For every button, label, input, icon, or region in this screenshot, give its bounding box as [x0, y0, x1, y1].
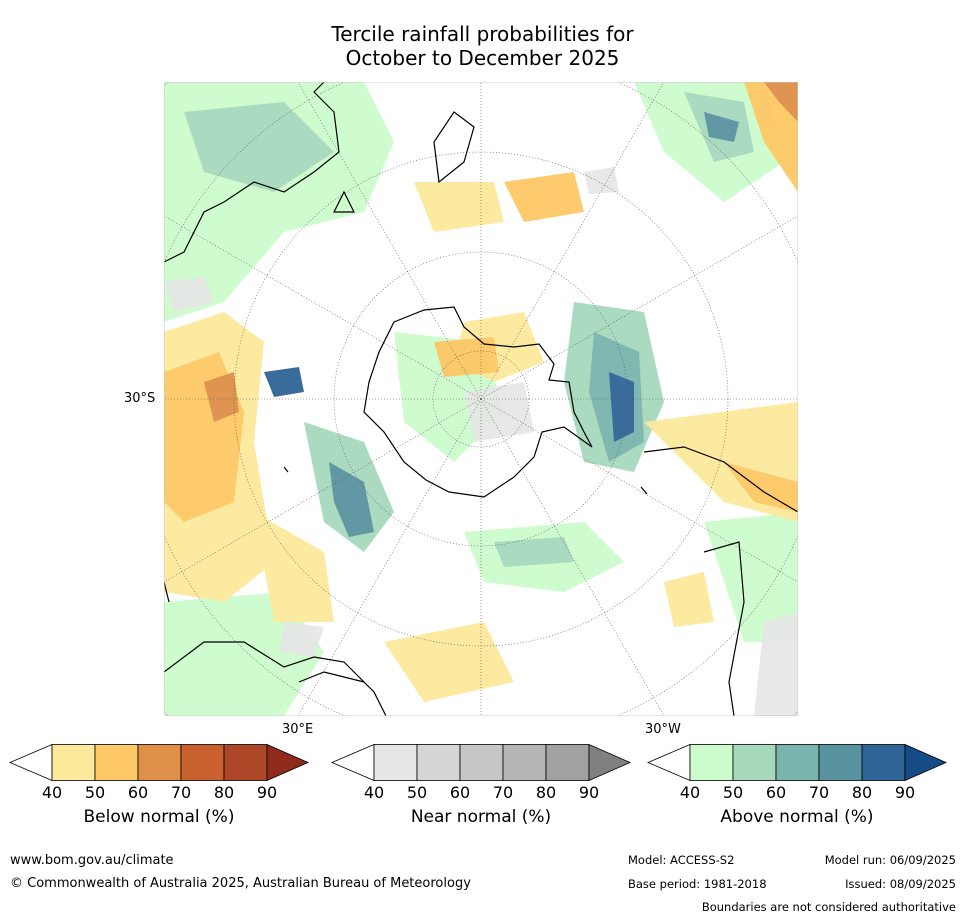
tick: 50	[84, 783, 106, 802]
colorbar-swatch	[416, 744, 461, 781]
tick: 50	[722, 783, 744, 802]
probability-map	[164, 82, 798, 716]
colorbar-swatch	[545, 744, 590, 781]
colorbar-title-above: Above normal (%)	[720, 807, 874, 827]
tick: 80	[213, 783, 235, 802]
colorbar-extend-high	[588, 744, 631, 781]
colorbar-below	[9, 744, 309, 781]
issued-label: Issued: 08/09/2025	[845, 877, 956, 891]
tick: 70	[170, 783, 192, 802]
colorbar-swatch	[137, 744, 182, 781]
colorbar-swatch	[51, 744, 96, 781]
colorbar-swatch	[459, 744, 504, 781]
tick: 70	[492, 783, 514, 802]
colorbar-swatch	[373, 744, 418, 781]
tick: 80	[851, 783, 873, 802]
colorbar-extend-low	[331, 744, 375, 781]
south-america-outline	[643, 446, 798, 513]
tick: 90	[894, 783, 916, 802]
model-run-label: Model run: 06/09/2025	[824, 853, 956, 867]
map-title: Tercile rainfall probabilities for Octob…	[0, 22, 965, 70]
colorbar-swatch	[861, 744, 906, 781]
colorbar-near	[331, 744, 631, 781]
above-normal-shading	[164, 82, 798, 716]
colorbar-swatch	[94, 744, 139, 781]
colorbar-extend-high	[266, 744, 309, 781]
tick: 40	[679, 783, 701, 802]
title-line-1: Tercile rainfall probabilities for	[331, 22, 634, 46]
new-zealand-outline	[433, 111, 475, 184]
colorbar-extend-low	[9, 744, 53, 781]
label-30e: 30°E	[282, 722, 314, 737]
colorbar-title-below: Below normal (%)	[83, 807, 235, 827]
madagascar-outline	[164, 581, 170, 603]
antarctica-outline	[363, 306, 593, 498]
colorbar-extend-high	[904, 744, 947, 781]
tick: 90	[256, 783, 278, 802]
coastlines	[164, 82, 798, 716]
colorbar-swatch	[732, 744, 777, 781]
label-30s: 30°S	[124, 391, 156, 406]
copyright-text: © Commonwealth of Australia 2025, Austra…	[10, 876, 471, 891]
tick: 90	[578, 783, 600, 802]
near-normal-shading	[164, 167, 798, 716]
tick: 60	[449, 783, 471, 802]
graticule	[164, 82, 798, 716]
colorbar-swatch	[502, 744, 547, 781]
colorbar-swatch	[223, 744, 268, 781]
australia-outline	[164, 82, 340, 263]
colorbar-swatch	[818, 744, 863, 781]
colorbar-extend-low	[647, 744, 691, 781]
title-line-2: October to December 2025	[345, 46, 620, 70]
model-label: Model: ACCESS-S2	[628, 853, 735, 867]
tick: 70	[808, 783, 830, 802]
colorbar-swatch	[180, 744, 225, 781]
website-link[interactable]: www.bom.gov.au/climate	[10, 853, 174, 868]
colorbar-above	[647, 744, 947, 781]
africa-outline	[164, 641, 387, 716]
label-30w: 30°W	[645, 722, 681, 737]
disclaimer-text: Boundaries are not considered authoritat…	[701, 900, 956, 914]
below-normal-shading	[164, 82, 798, 702]
colorbar-swatch	[689, 744, 734, 781]
tick: 40	[363, 783, 385, 802]
tick: 60	[765, 783, 787, 802]
tick: 80	[535, 783, 557, 802]
colorbar-swatch	[775, 744, 820, 781]
tick: 50	[406, 783, 428, 802]
colorbar-title-near: Near normal (%)	[410, 807, 552, 827]
tick: 40	[41, 783, 63, 802]
base-period-label: Base period: 1981-2018	[628, 877, 767, 891]
tick: 60	[127, 783, 149, 802]
